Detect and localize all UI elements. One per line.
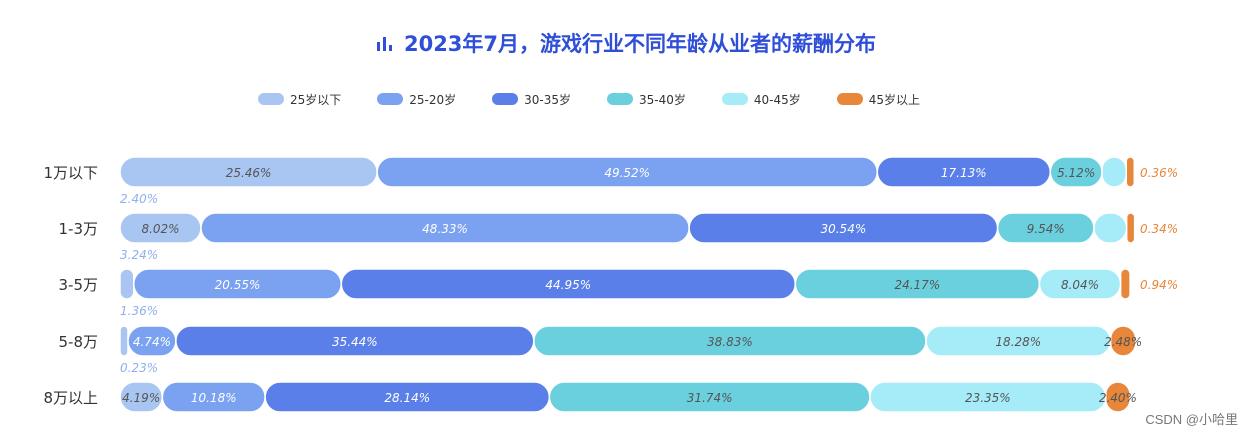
legend: 25岁以下 25-20岁 30-35岁 35-40岁 40-45岁 45岁以上	[258, 89, 920, 109]
bar-segment	[1101, 156, 1128, 188]
bar-segment	[1109, 325, 1137, 357]
legend-item[interactable]: 30-35岁	[492, 91, 571, 108]
legend-label: 30-35岁	[524, 92, 572, 107]
chart-title: 2023年7月，游戏行业不同年龄从业者的薪酬分布	[0, 28, 1252, 58]
data-label: 24.17%	[894, 278, 940, 292]
data-label: 0.23%	[120, 361, 158, 375]
legend-swatch	[377, 93, 404, 105]
bar-segment	[1125, 212, 1136, 244]
legend-label: 25-20岁	[409, 92, 457, 107]
legend-item[interactable]: 45岁以上	[836, 91, 921, 108]
legend-swatch	[258, 93, 284, 105]
data-label: 20.55%	[215, 278, 261, 292]
category-label: 1万以下	[43, 164, 98, 182]
bar-segment	[119, 325, 129, 357]
data-label: 3.24%	[120, 248, 158, 262]
data-label: 30.54%	[820, 222, 866, 236]
data-label: 18.28%	[995, 335, 1041, 349]
data-label: 48.33%	[422, 222, 468, 236]
data-label: 0.34%	[1140, 222, 1178, 236]
watermark: CSDN @小哈里	[1145, 412, 1238, 427]
legend-label: 25岁以下	[290, 92, 342, 107]
data-label: 9.54%	[1027, 222, 1065, 236]
legend-label: 45岁以上	[868, 92, 921, 107]
data-label: 38.83%	[707, 335, 753, 349]
data-label: 2.40%	[1099, 391, 1137, 405]
data-label: 0.36%	[1140, 166, 1178, 180]
data-label: 4.74%	[133, 335, 171, 349]
legend-label: 40-45岁	[753, 92, 801, 107]
data-label: 49.52%	[604, 166, 650, 180]
data-label: 28.14%	[384, 391, 430, 405]
bar-segment	[119, 268, 135, 300]
bar-segment	[1125, 156, 1136, 188]
bar-chart-icon	[376, 37, 392, 51]
legend-item[interactable]: 25岁以下	[258, 91, 341, 108]
legend-swatch	[836, 93, 863, 105]
legend-swatch	[721, 93, 748, 105]
data-label: 35.44%	[332, 335, 378, 349]
category-label: 5-8万	[59, 333, 99, 351]
data-label: 8.04%	[1061, 278, 1099, 292]
bar-segment	[1093, 212, 1128, 244]
legend-item[interactable]: 40-45岁	[721, 91, 801, 108]
data-label: 1.36%	[120, 304, 158, 318]
data-label: 8.02%	[141, 222, 179, 236]
legend-item[interactable]: 25-20岁	[377, 91, 456, 108]
data-label: 23.35%	[965, 391, 1011, 405]
data-label: 44.95%	[545, 278, 591, 292]
data-label: 17.13%	[941, 166, 987, 180]
legend-swatch	[607, 93, 634, 105]
data-label: 25.46%	[226, 166, 272, 180]
category-label: 3-5万	[59, 276, 99, 294]
data-label: 10.18%	[191, 391, 237, 405]
data-label: 2.40%	[120, 192, 158, 206]
legend-item[interactable]: 35-40岁	[607, 91, 686, 108]
data-label: 31.74%	[687, 391, 733, 405]
legend-label: 35-40岁	[639, 92, 686, 107]
category-label: 1-3万	[59, 220, 99, 238]
data-label: 2.48%	[1104, 335, 1142, 349]
bar-segment	[1119, 268, 1131, 300]
data-label: 5.12%	[1057, 166, 1095, 180]
data-label: 4.19%	[122, 391, 160, 405]
bar-segment	[1105, 381, 1131, 413]
category-label: 8万以上	[43, 389, 98, 407]
legend-swatch	[492, 93, 519, 105]
data-label: 0.94%	[1140, 278, 1178, 292]
chart-title-text: 2023年7月，游戏行业不同年龄从业者的薪酬分布	[403, 32, 877, 56]
